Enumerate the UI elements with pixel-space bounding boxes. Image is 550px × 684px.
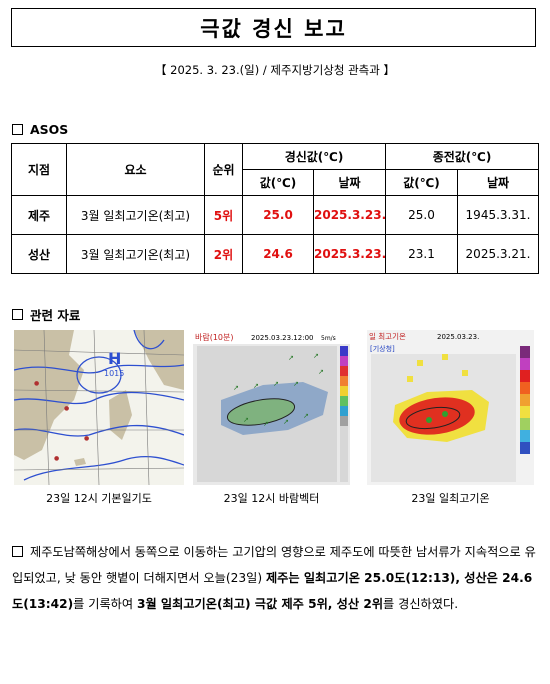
map3-date: 2025.03.23. — [437, 333, 479, 341]
map3-tag: [기상청] — [370, 344, 395, 353]
svg-text:↗: ↗ — [288, 354, 294, 362]
header-prev-date: 날짜 — [457, 169, 539, 196]
map2-title: 바람(10분) — [195, 332, 234, 342]
cell-new-value: 24.6 — [242, 234, 314, 274]
report-subtitle: 【 2025. 3. 23.(일) / 제주지방기상청 관측과 】 — [155, 63, 395, 77]
header-rank: 순위 — [204, 143, 243, 196]
summary-text-1: 제주도남쪽해상에서 동쪽으로 이동하는 고기압의 영향으로 제주도에 따뜻한 남… — [12, 545, 536, 585]
pressure-value: 1015 — [104, 369, 124, 378]
report-title: 극값 경신 보고 — [11, 8, 536, 47]
table-row: 제주 3월 일최고기온(최고) 5위 25.0 2025.3.23. 25.0 … — [11, 195, 539, 235]
svg-text:●: ● — [54, 455, 59, 462]
asos-table: 지점 요소 순위 경신값(℃) 종전값(℃) 값(℃) 날짜 값(℃) 날짜 제… — [11, 143, 539, 274]
header-prev: 종전값(℃) — [385, 143, 539, 170]
section-related-label: 관련 자료 — [30, 308, 81, 323]
surface-weather-map: H 1015 ● ● ● ● — [14, 330, 184, 485]
max-temperature-map: 일 최고기온 2025.03.23. [기상청] — [367, 330, 534, 485]
section-asos: ASOS — [12, 122, 68, 137]
svg-text:↗: ↗ — [318, 368, 324, 376]
cell-new-date: 2025.3.23. — [313, 195, 386, 235]
summary-text-3: 를 경신하였다. — [383, 597, 459, 611]
cell-new-value: 25.0 — [242, 195, 314, 235]
table-row: 성산 3월 일최고기온(최고) 2위 24.6 2025.3.23. 23.1 … — [11, 234, 539, 274]
checkbox-square-icon — [12, 309, 23, 320]
cell-old-date: 1945.3.31. — [457, 195, 539, 235]
header-prev-value: 값(℃) — [385, 169, 458, 196]
section-asos-label: ASOS — [30, 122, 69, 137]
checkbox-square-icon — [12, 546, 23, 557]
checkbox-square-icon — [12, 124, 23, 135]
cell-rank: 2위 — [204, 234, 243, 274]
wind-vector-map: 바람(10분) 2025.03.23.12:00 5m/s ↗ ↗ ↗ ↗ ↗ ↗ ↗↗ … — [193, 330, 350, 485]
cell-new-date: 2025.3.23. — [313, 234, 386, 274]
section-related: 관련 자료 — [12, 305, 80, 324]
svg-text:↗: ↗ — [303, 412, 309, 420]
cell-station: 제주 — [11, 195, 67, 235]
svg-text:↗: ↗ — [273, 380, 279, 388]
map3-caption: 23일 일최고기온 — [411, 492, 490, 505]
map3-title: 일 최고기온 — [369, 331, 406, 341]
summary-text-2: 를 기록하여 — [73, 597, 137, 611]
map1-caption: 23일 12시 기본일기도 — [46, 492, 152, 505]
svg-text:↗: ↗ — [313, 352, 319, 360]
header-renew-date: 날짜 — [313, 169, 386, 196]
header-renew: 경신값(℃) — [242, 143, 386, 170]
svg-text:↗: ↗ — [293, 380, 299, 388]
cell-old-date: 2025.3.21. — [457, 234, 539, 274]
high-pressure-label: H — [108, 349, 121, 368]
svg-text:↗: ↗ — [253, 382, 259, 390]
cell-element: 3월 일최고기온(최고) — [66, 234, 205, 274]
cell-station: 성산 — [11, 234, 67, 274]
svg-text:↗: ↗ — [263, 420, 269, 428]
header-element: 요소 — [66, 143, 205, 196]
header-station: 지점 — [11, 143, 67, 196]
map2-caption: 23일 12시 바람벡터 — [223, 492, 320, 505]
svg-text:↗: ↗ — [243, 416, 249, 424]
cell-rank: 5위 — [204, 195, 243, 235]
svg-text:●: ● — [34, 380, 39, 387]
summary-bold-1: 제주는 일최고기온 25.0도(12:13), 성산은 24.6도(13:42) — [12, 571, 533, 611]
header-renew-value: 값(℃) — [242, 169, 314, 196]
cell-old-value: 23.1 — [385, 234, 458, 274]
cell-element: 3월 일최고기온(최고) — [66, 195, 205, 235]
svg-text:↗: ↗ — [283, 418, 289, 426]
svg-text:↗: ↗ — [233, 384, 239, 392]
summary-bold-2: 3월 일최고기온(최고) 극값 제주 5위, 성산 2위 — [136, 597, 384, 611]
map2-time: 2025.03.23.12:00 — [251, 334, 313, 342]
map2-unit: 5m/s — [321, 335, 336, 342]
cell-old-value: 25.0 — [385, 195, 458, 235]
summary-paragraph: 제주도남쪽해상에서 동쪽으로 이동하는 고기압의 영향으로 제주도에 따뜻한 남… — [12, 539, 538, 617]
svg-text:●: ● — [84, 435, 89, 442]
svg-text:●: ● — [64, 405, 69, 412]
